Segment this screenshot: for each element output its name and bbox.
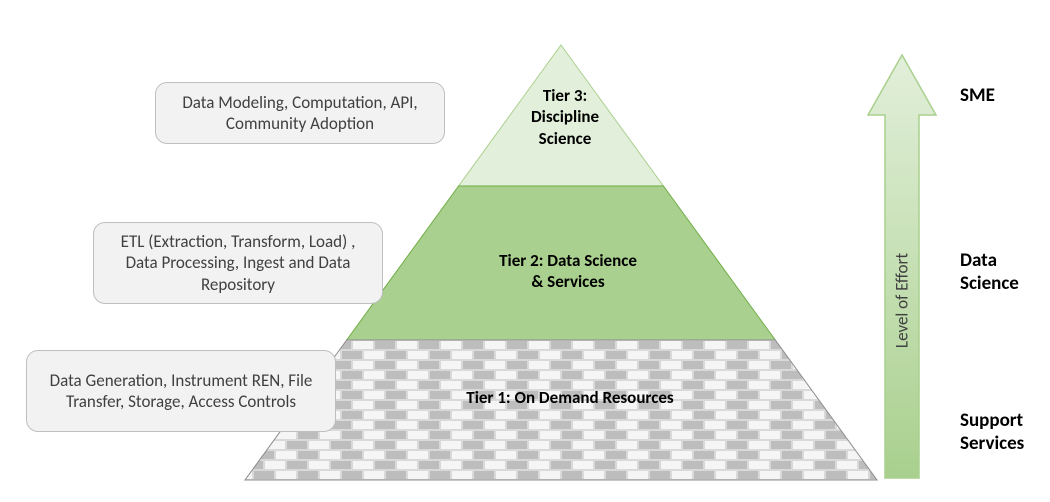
arrow-label: Level of Effort bbox=[892, 241, 913, 361]
side-label-datasci: Data Science bbox=[960, 250, 1019, 296]
tier2-label: Tier 2: Data Science & Services bbox=[478, 250, 658, 293]
tier3-label: Tier 3: Discipline Science bbox=[520, 85, 610, 149]
side-label-sme: SME bbox=[960, 85, 995, 108]
callout-tier1: Data Generation, Instrument REN, File Tr… bbox=[26, 350, 336, 432]
callout-tier3: Data Modeling, Computation, API, Communi… bbox=[155, 82, 445, 144]
pyramid-tier1 bbox=[245, 340, 877, 480]
callout-tier2: ETL (Extraction, Transform, Load) , Data… bbox=[93, 222, 383, 304]
diagram-stage: Tier 3: Discipline Science Tier 2: Data … bbox=[0, 0, 1050, 502]
tier1-label: Tier 1: On Demand Resources bbox=[440, 387, 700, 408]
side-label-support: Support Services bbox=[960, 410, 1024, 456]
